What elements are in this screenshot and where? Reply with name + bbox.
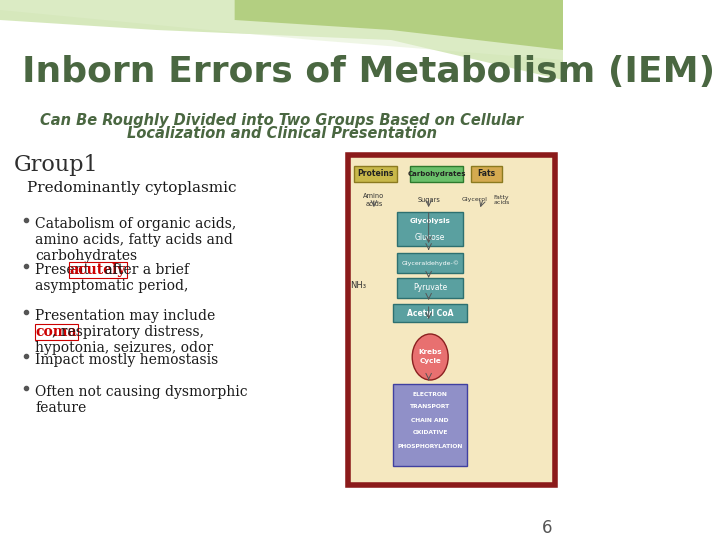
Text: Group1: Group1 — [14, 154, 99, 176]
Text: Carbohydrates: Carbohydrates — [408, 171, 466, 177]
Text: Glucose: Glucose — [415, 233, 446, 241]
Text: Glycerol: Glycerol — [462, 198, 487, 202]
Text: Predominantly cytoplasmic: Predominantly cytoplasmic — [27, 181, 237, 195]
Bar — [397, 212, 463, 246]
Text: Proteins: Proteins — [358, 170, 394, 179]
Bar — [397, 278, 463, 298]
Text: asymptomatic period,: asymptomatic period, — [35, 279, 189, 293]
Text: Glyceraldehyde-©: Glyceraldehyde-© — [401, 260, 459, 266]
Text: Can Be Roughly Divided into Two Groups Based on Cellular: Can Be Roughly Divided into Two Groups B… — [40, 112, 523, 127]
Polygon shape — [235, 0, 563, 50]
Polygon shape — [0, 0, 563, 80]
Text: Amino
acids: Amino acids — [364, 193, 384, 206]
Text: Acetyl CoA: Acetyl CoA — [407, 308, 454, 318]
Text: Often not causing dysmorphic: Often not causing dysmorphic — [35, 385, 248, 399]
Text: OXIDATIVE: OXIDATIVE — [413, 430, 448, 435]
Text: Localization and Clinical Presentation: Localization and Clinical Presentation — [127, 125, 436, 140]
Bar — [471, 166, 502, 182]
Bar — [393, 304, 467, 322]
Text: feature: feature — [35, 401, 86, 415]
Text: Present: Present — [35, 263, 94, 277]
Text: Sugars: Sugars — [417, 197, 440, 203]
Text: Glycolysis: Glycolysis — [410, 218, 451, 224]
Text: NH₃: NH₃ — [350, 280, 366, 289]
Bar — [354, 166, 397, 182]
Circle shape — [413, 334, 448, 380]
Bar — [393, 384, 467, 466]
Text: Catabolism of organic acids,: Catabolism of organic acids, — [35, 217, 236, 231]
Text: hypotonia, seizures, odor: hypotonia, seizures, odor — [35, 341, 213, 355]
Text: Impact mostly hemostasis: Impact mostly hemostasis — [35, 353, 218, 367]
Text: ELECTRON: ELECTRON — [413, 392, 448, 396]
Bar — [397, 253, 463, 273]
Text: 6: 6 — [542, 519, 553, 537]
Text: CHAIN AND: CHAIN AND — [411, 417, 449, 422]
Text: coma: coma — [35, 325, 77, 339]
Text: Cycle: Cycle — [419, 358, 441, 364]
Text: Presentation may include: Presentation may include — [35, 309, 215, 323]
Text: PHOSPHORYLATION: PHOSPHORYLATION — [397, 443, 463, 449]
Text: acutely: acutely — [70, 263, 126, 277]
Polygon shape — [0, 0, 563, 60]
Text: Inborn Errors of Metabolism (IEM): Inborn Errors of Metabolism (IEM) — [22, 55, 715, 89]
Text: Krebs: Krebs — [418, 349, 442, 355]
Text: Fatty
acids: Fatty acids — [493, 194, 510, 205]
Text: carbohydrates: carbohydrates — [35, 249, 138, 263]
Text: amino acids, fatty acids and: amino acids, fatty acids and — [35, 233, 233, 247]
Text: after a brief: after a brief — [100, 263, 189, 277]
Text: , respiratory distress,: , respiratory distress, — [53, 325, 204, 339]
Bar — [410, 166, 463, 182]
Text: TRANSPORT: TRANSPORT — [410, 404, 450, 409]
Text: Fats: Fats — [477, 170, 495, 179]
Text: Pyruvate: Pyruvate — [413, 284, 447, 293]
FancyBboxPatch shape — [348, 155, 555, 485]
